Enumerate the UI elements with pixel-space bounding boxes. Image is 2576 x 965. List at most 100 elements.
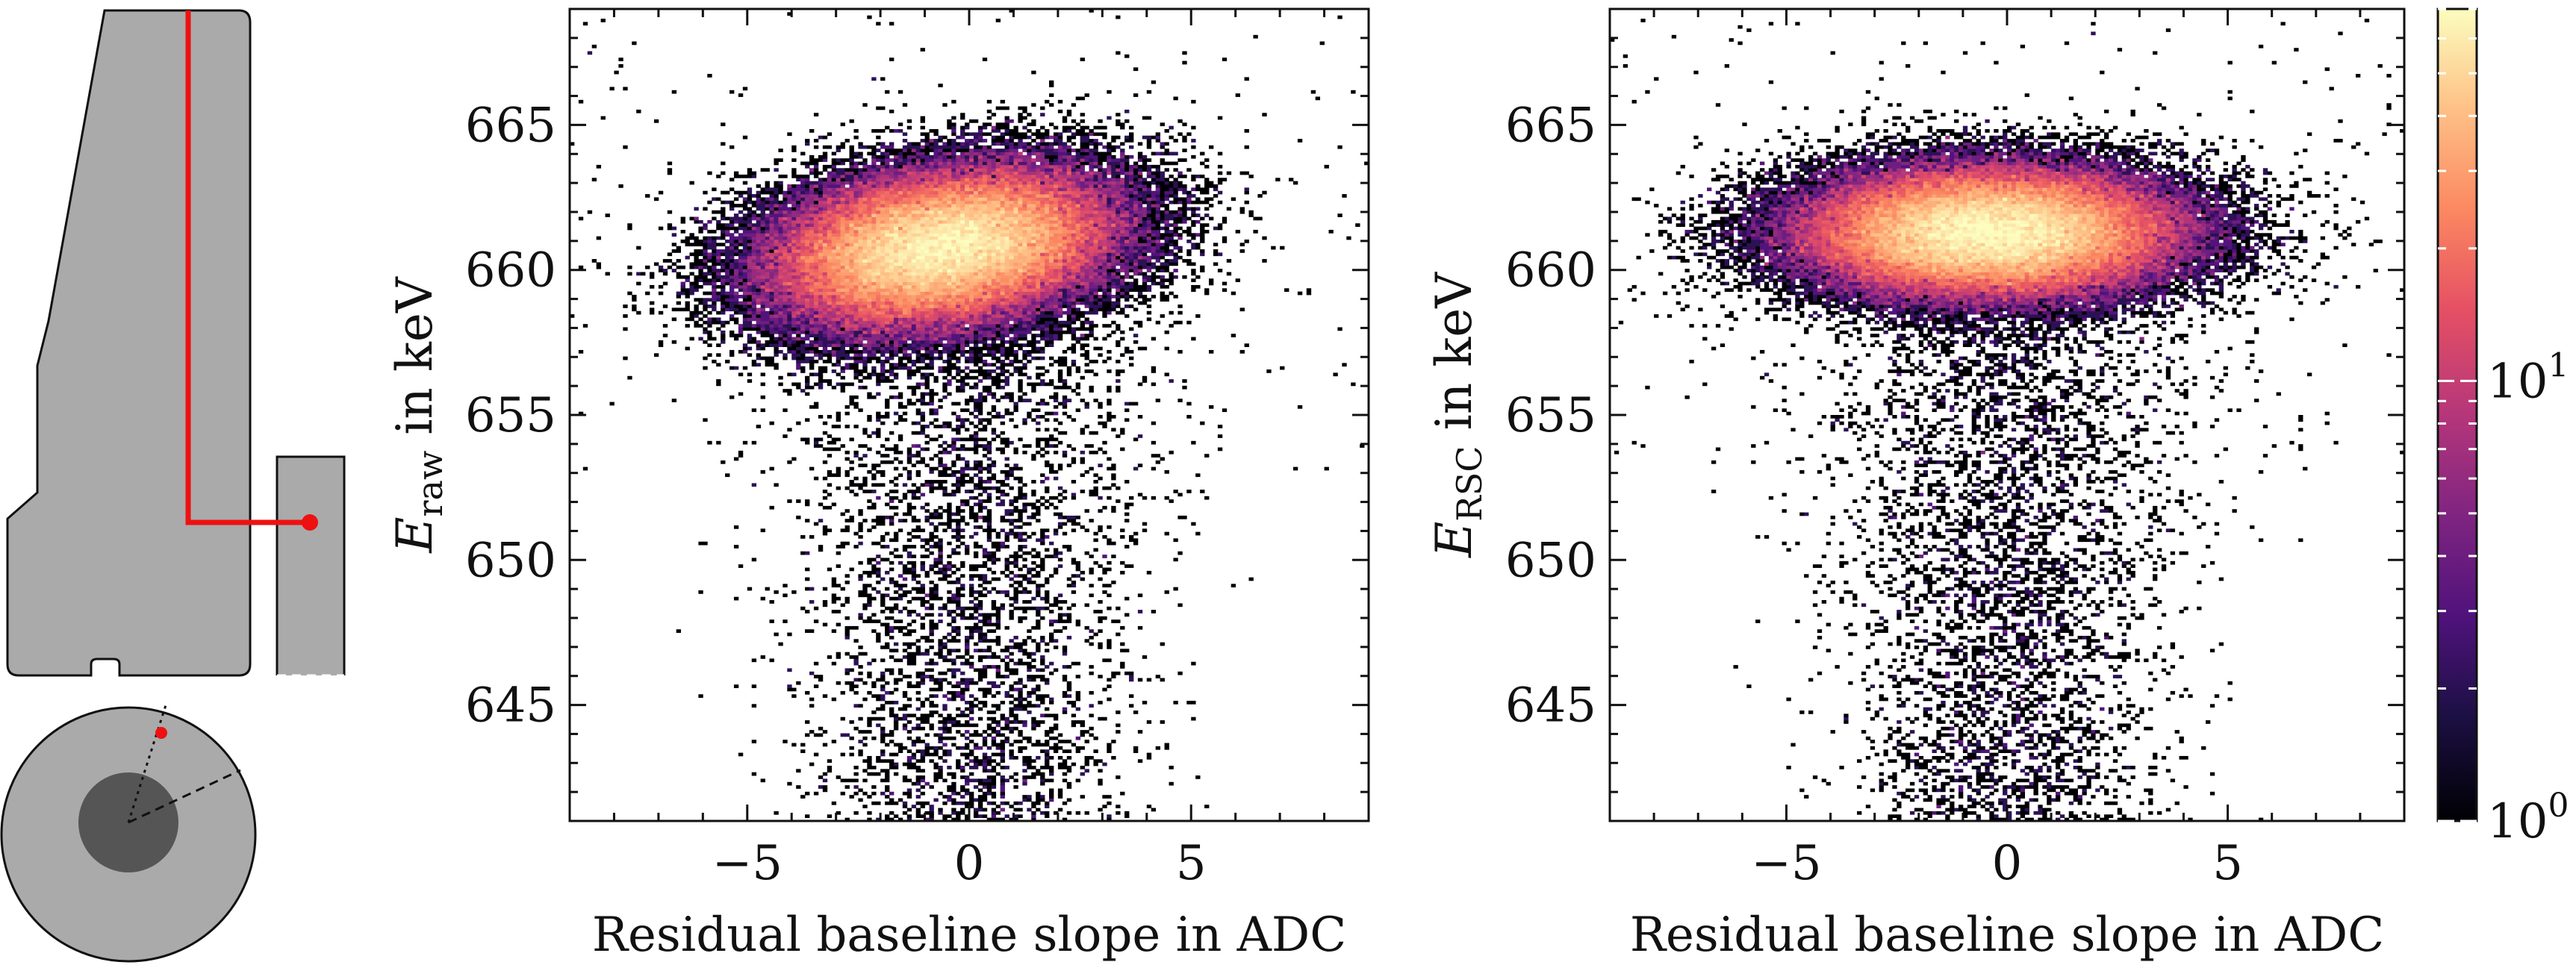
histogram-bin bbox=[1102, 584, 1107, 587]
histogram-bin bbox=[1177, 552, 1182, 555]
histogram-bin bbox=[1142, 655, 1147, 659]
histogram-bin bbox=[871, 766, 876, 769]
histogram-bin bbox=[1209, 350, 1213, 354]
histogram-bin bbox=[703, 418, 707, 422]
histogram-bin bbox=[894, 353, 898, 357]
histogram-bin bbox=[1204, 805, 1209, 808]
histogram-bin bbox=[880, 658, 885, 662]
histogram-bin bbox=[925, 302, 930, 305]
histogram-bin bbox=[1124, 314, 1129, 318]
histogram-bin bbox=[894, 328, 898, 331]
histogram-bin bbox=[880, 321, 885, 325]
histogram-bin bbox=[956, 324, 960, 328]
histogram-bin bbox=[1098, 643, 1102, 646]
histogram-bin bbox=[729, 366, 734, 370]
histogram-bin bbox=[850, 305, 854, 308]
histogram-bin bbox=[1147, 571, 1151, 575]
histogram-bin bbox=[933, 295, 938, 299]
histogram-bin bbox=[1045, 713, 1049, 717]
histogram-bin bbox=[1080, 431, 1085, 435]
histogram-bin bbox=[1013, 451, 1018, 455]
histogram-bin bbox=[965, 658, 969, 662]
histogram-bin bbox=[907, 298, 912, 302]
histogram-bin bbox=[1013, 558, 1018, 561]
histogram-bin bbox=[933, 763, 938, 766]
histogram-bin bbox=[858, 408, 862, 412]
histogram-bin bbox=[987, 311, 992, 315]
histogram-bin bbox=[885, 328, 889, 331]
histogram-bin bbox=[716, 353, 721, 357]
histogram-bin bbox=[1009, 561, 1014, 565]
histogram-bin bbox=[783, 298, 787, 302]
histogram-bin bbox=[969, 778, 974, 782]
histogram-bin bbox=[1018, 307, 1022, 311]
histogram-bin bbox=[738, 334, 743, 337]
histogram-bin bbox=[1142, 496, 1147, 500]
histogram-bin bbox=[1116, 372, 1120, 376]
histogram-bin bbox=[996, 639, 1001, 643]
histogram-bin bbox=[947, 513, 951, 516]
histogram-bin bbox=[1018, 619, 1022, 623]
histogram-bin bbox=[916, 350, 921, 354]
histogram-bin bbox=[965, 360, 969, 363]
histogram-bin bbox=[778, 337, 783, 341]
histogram-bin bbox=[969, 386, 974, 390]
histogram-bin bbox=[862, 360, 867, 363]
histogram-bin bbox=[889, 396, 894, 399]
histogram-bin bbox=[983, 665, 987, 669]
histogram-bin bbox=[907, 311, 912, 315]
histogram-bin bbox=[912, 528, 916, 532]
histogram-bin bbox=[996, 811, 1001, 815]
histogram-bin bbox=[845, 519, 850, 522]
histogram-bin bbox=[1001, 778, 1005, 782]
histogram-bin bbox=[809, 535, 814, 539]
histogram-bin bbox=[947, 713, 951, 717]
histogram-bin bbox=[1005, 357, 1009, 360]
histogram-bin bbox=[770, 357, 774, 360]
histogram-bin bbox=[947, 382, 951, 386]
histogram-bin bbox=[912, 756, 916, 760]
histogram-bin bbox=[1098, 528, 1102, 532]
histogram-bin bbox=[867, 357, 871, 360]
histogram-bin bbox=[942, 386, 947, 390]
histogram-bin bbox=[791, 314, 796, 318]
histogram-bin bbox=[1089, 369, 1094, 373]
histogram-bin bbox=[974, 386, 978, 390]
histogram-bin bbox=[1036, 307, 1040, 311]
histogram-bin bbox=[858, 740, 862, 743]
histogram-bin bbox=[960, 408, 965, 412]
histogram-bin bbox=[1138, 415, 1142, 419]
histogram-bin bbox=[933, 772, 938, 776]
histogram-bin bbox=[898, 302, 903, 305]
histogram-bin bbox=[845, 528, 850, 532]
histogram-bin bbox=[756, 425, 761, 428]
histogram-bin bbox=[898, 340, 903, 344]
histogram-bin bbox=[996, 311, 1001, 315]
histogram-bin bbox=[836, 470, 841, 474]
histogram-bin bbox=[827, 324, 832, 328]
histogram-bin bbox=[898, 307, 903, 311]
histogram-bin bbox=[858, 353, 862, 357]
histogram-bin bbox=[960, 382, 965, 386]
histogram-bin bbox=[880, 694, 885, 698]
histogram-bin bbox=[1063, 600, 1067, 604]
histogram-bin bbox=[1089, 629, 1094, 633]
histogram-bin bbox=[716, 363, 721, 366]
histogram-bin bbox=[978, 688, 983, 692]
histogram-bin bbox=[898, 396, 903, 399]
histogram-bin bbox=[1129, 672, 1133, 675]
histogram-bin bbox=[725, 307, 729, 311]
histogram-bin bbox=[1129, 538, 1133, 542]
histogram-bin bbox=[947, 610, 951, 613]
histogram-bin bbox=[1107, 607, 1111, 610]
histogram-bin bbox=[850, 311, 854, 315]
histogram-bin bbox=[969, 305, 974, 308]
histogram-bin bbox=[978, 578, 983, 581]
histogram-bin bbox=[916, 298, 921, 302]
histogram-bin bbox=[867, 584, 871, 587]
histogram-bin bbox=[996, 691, 1001, 695]
histogram-bin bbox=[965, 343, 969, 347]
histogram-bin bbox=[1093, 480, 1098, 484]
histogram-bin bbox=[1018, 477, 1022, 481]
histogram-bin bbox=[930, 613, 934, 616]
